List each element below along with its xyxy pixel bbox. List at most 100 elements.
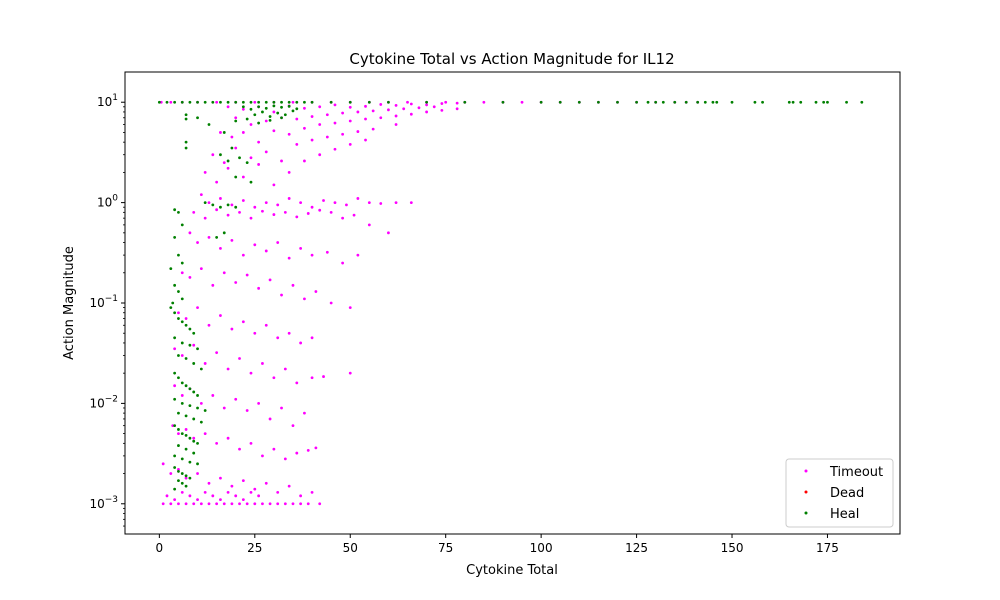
point-heal-52: [845, 100, 848, 104]
point-heal-2: [173, 100, 177, 104]
point-heal-108: [180, 320, 184, 324]
point-timeout-128: [261, 209, 264, 213]
point-timeout-197: [173, 384, 177, 388]
point-timeout-134: [329, 210, 333, 214]
point-heal-87: [203, 201, 207, 205]
point-heal-61: [295, 107, 299, 111]
point-timeout-48: [249, 123, 253, 126]
point-timeout-264: [188, 494, 192, 498]
point-timeout-150: [310, 253, 314, 257]
point-timeout-84: [295, 143, 299, 146]
point-heal-26: [463, 100, 467, 104]
point-timeout-43: [409, 102, 413, 106]
point-timeout-257: [291, 502, 295, 506]
point-timeout-169: [177, 311, 180, 315]
point-timeout-102: [364, 138, 367, 142]
y-tick-label-3: 100: [97, 194, 118, 210]
point-heal-145: [192, 451, 196, 455]
point-heal-15: [272, 100, 276, 104]
point-timeout-218: [249, 441, 253, 445]
point-timeout-158: [222, 271, 226, 275]
point-heal-71: [268, 118, 272, 122]
point-timeout-49: [264, 119, 268, 123]
point-timeout-56: [371, 109, 375, 113]
point-timeout-253: [261, 502, 264, 506]
point-heal-125: [192, 390, 196, 394]
point-timeout-187: [226, 367, 230, 371]
point-heal-42: [715, 100, 719, 104]
point-timeout-133: [318, 208, 322, 212]
point-heal-24: [387, 100, 390, 104]
point-heal-134: [192, 417, 196, 421]
point-heal-48: [799, 100, 803, 104]
point-heal-104: [171, 301, 175, 305]
y-axis: 10−3 10−2 10−1 100 101: [89, 93, 125, 527]
point-timeout-195: [322, 375, 325, 378]
point-timeout-145: [253, 243, 257, 247]
point-heal-127: [173, 397, 177, 401]
point-timeout-76: [440, 108, 444, 112]
point-timeout-120: [394, 201, 398, 205]
point-heal-78: [207, 123, 211, 126]
point-timeout-261: [165, 494, 169, 498]
point-timeout-112: [299, 201, 303, 205]
point-heal-12: [249, 100, 253, 104]
point-timeout-188: [238, 357, 241, 360]
point-timeout-154: [180, 271, 184, 275]
point-heal-25: [425, 100, 428, 104]
point-heal-9: [226, 100, 230, 104]
point-heal-50: [822, 100, 826, 104]
point-timeout-189: [249, 371, 253, 375]
point-timeout-18: [482, 100, 486, 104]
point-heal-18: [295, 100, 299, 104]
point-timeout-14: [406, 100, 409, 104]
point-timeout-194: [310, 376, 314, 380]
point-timeout-8: [291, 100, 295, 104]
point-heal-81: [238, 156, 241, 160]
point-timeout-231: [219, 476, 222, 480]
point-timeout-125: [226, 213, 230, 217]
point-timeout-255: [276, 502, 280, 506]
point-timeout-140: [196, 241, 199, 244]
point-heal-154: [188, 476, 192, 480]
point-timeout-236: [276, 490, 280, 494]
point-heal-60: [287, 104, 291, 108]
point-heal-36: [661, 100, 665, 104]
point-timeout-52: [310, 115, 314, 118]
point-timeout-174: [230, 327, 234, 331]
point-timeout-135: [341, 216, 345, 220]
point-heal-156: [180, 481, 184, 485]
point-heal-37: [673, 100, 677, 104]
point-heal-82: [245, 161, 249, 165]
point-timeout-242: [177, 502, 180, 506]
point-timeout-90: [394, 123, 398, 126]
point-timeout-89: [371, 127, 375, 131]
point-timeout-164: [291, 283, 295, 287]
point-timeout-266: [203, 490, 207, 494]
point-timeout-69: [333, 121, 337, 125]
point-heal-92: [222, 231, 226, 235]
point-timeout-20: [520, 100, 524, 104]
point-timeout-248: [222, 502, 226, 506]
point-timeout-206: [268, 417, 272, 421]
points-layer: [157, 100, 864, 506]
point-timeout-79: [222, 161, 226, 165]
point-heal-99: [180, 261, 184, 265]
point-timeout-144: [241, 253, 245, 257]
point-heal-33: [635, 100, 638, 104]
point-timeout-141: [207, 236, 211, 239]
point-timeout-155: [188, 275, 192, 279]
point-timeout-219: [261, 454, 264, 458]
point-heal-151: [177, 470, 180, 473]
point-heal-74: [184, 117, 188, 121]
point-timeout-66: [287, 132, 291, 136]
point-heal-103: [180, 297, 184, 301]
point-timeout-146: [264, 249, 268, 253]
point-heal-35: [654, 100, 658, 104]
point-heal-32: [616, 100, 619, 104]
point-timeout-240: [161, 502, 165, 506]
point-heal-5: [196, 100, 199, 104]
x-tick-label-7: 175: [816, 541, 839, 555]
point-timeout-203: [234, 397, 238, 401]
point-heal-102: [177, 290, 180, 293]
